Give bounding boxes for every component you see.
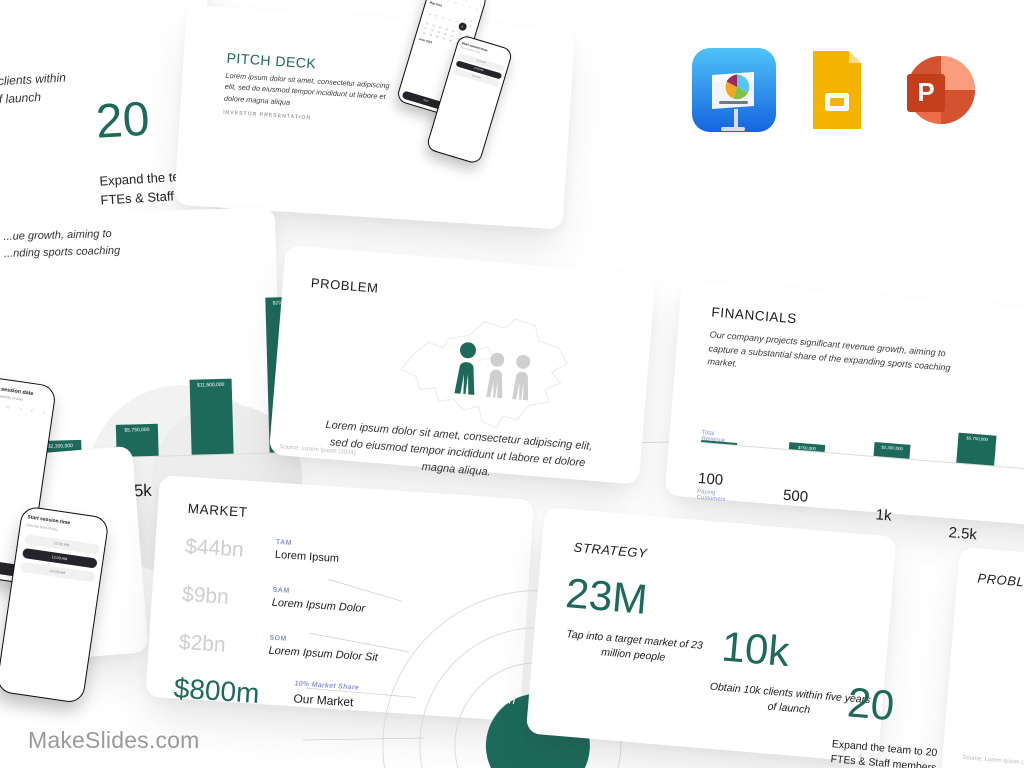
svg-text:P: P xyxy=(917,77,934,107)
